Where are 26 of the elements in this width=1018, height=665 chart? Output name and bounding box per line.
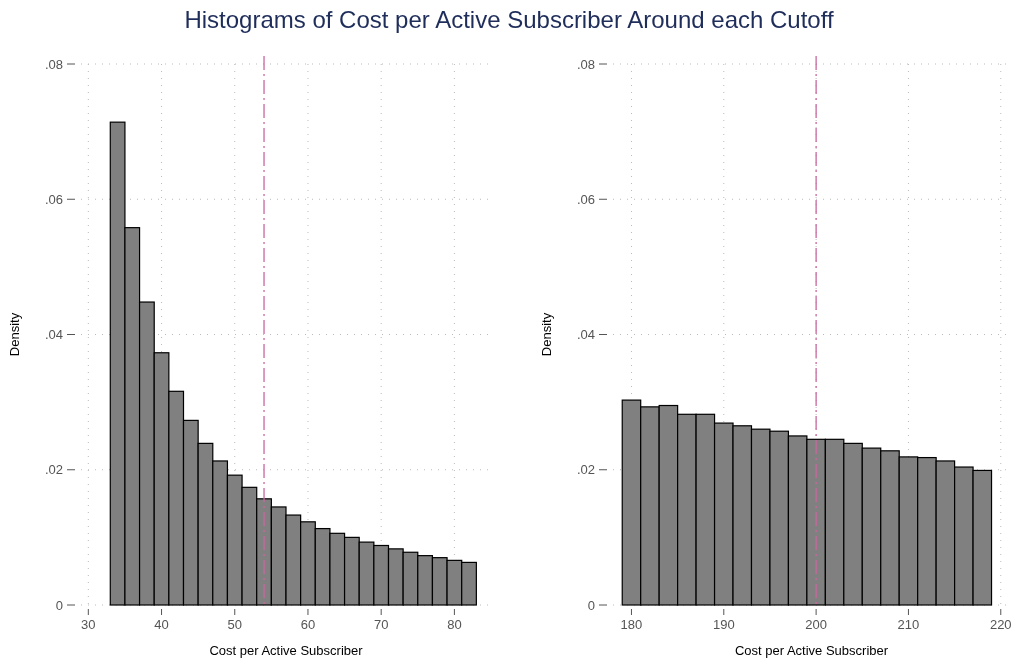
- y-tick-label: .08: [576, 56, 595, 72]
- x-tick-label: 200: [805, 617, 827, 632]
- x-tick-label: 50: [227, 617, 242, 632]
- y-tick-label: .02: [576, 462, 595, 478]
- y-axis-title: Density: [7, 312, 22, 357]
- x-tick-label: 190: [712, 617, 735, 632]
- x-tick-label: 70: [373, 617, 389, 632]
- y-tick-label: .02: [44, 462, 63, 478]
- x-axis-title: Cost per Active Subscriber: [209, 643, 364, 658]
- chart-title: Histograms of Cost per Active Subscriber Around each Cutoff: [184, 6, 834, 33]
- x-tick-label: 40: [154, 617, 169, 632]
- y-tick-label: .06: [44, 191, 63, 207]
- x-axis-title: Cost per Active Subscriber: [734, 643, 889, 658]
- x-tick-label: 210: [897, 617, 920, 632]
- y-tick-label: 0: [587, 597, 595, 613]
- y-tick-label: .08: [44, 56, 63, 72]
- x-tick-label: 30: [81, 617, 96, 632]
- x-tick-label: 180: [620, 617, 643, 632]
- x-tick-label: 220: [989, 617, 1012, 632]
- y-tick-label: .04: [44, 327, 63, 343]
- y-tick-label: 0: [55, 597, 63, 613]
- y-tick-label: .06: [576, 191, 595, 207]
- y-tick-label: .04: [576, 327, 595, 343]
- y-axis-title: Density: [539, 312, 554, 357]
- x-tick-label: 80: [447, 617, 462, 632]
- x-tick-label: 60: [300, 617, 316, 632]
